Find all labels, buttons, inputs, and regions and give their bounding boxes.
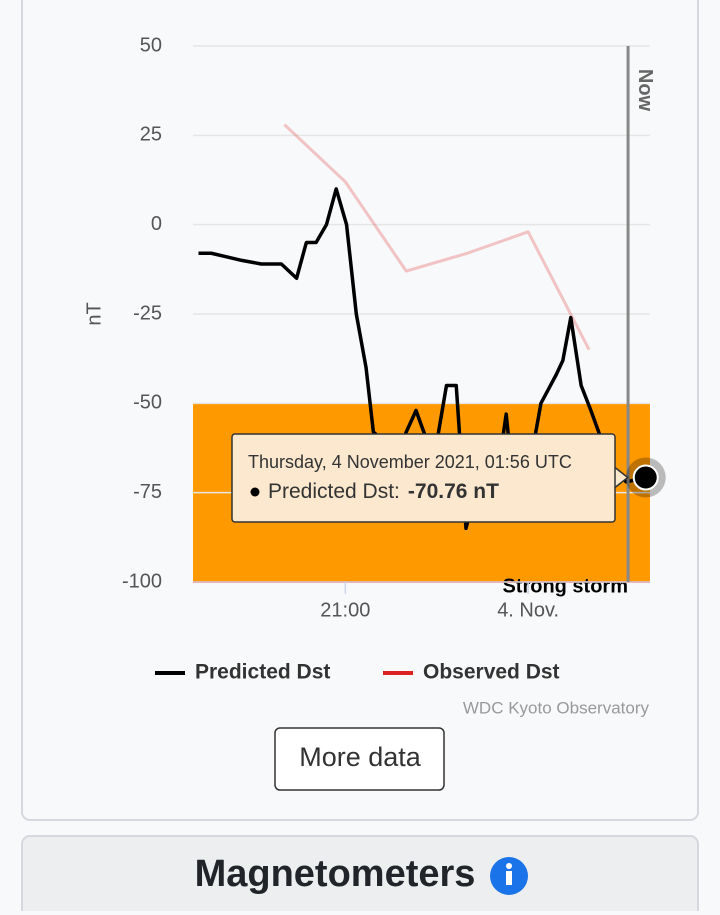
y-tick-label: 50 [140, 34, 162, 56]
section-card [21, 835, 699, 915]
tooltip-pointer [614, 466, 629, 489]
more-data-button[interactable] [274, 727, 445, 791]
tooltip-bullet [250, 487, 260, 497]
tooltip-value: -70.76 nT [408, 480, 499, 503]
legend-label: Observed Dst [423, 661, 560, 684]
y-axis-title: nT [83, 302, 105, 325]
y-tick-label: -50 [133, 392, 162, 414]
x-tick-label: 4. Nov. [497, 599, 559, 621]
x-tick-label: 21:00 [320, 599, 370, 621]
y-tick-label: 0 [151, 213, 162, 235]
legend-label: Predicted Dst [195, 661, 330, 684]
info-icon-bar [506, 871, 512, 885]
series-line [283, 123, 591, 351]
y-tick-label: -75 [133, 481, 162, 503]
tooltip [231, 433, 616, 523]
tooltip-value-line: Predicted Dst: -70.76 nT [268, 480, 499, 503]
tooltip-series: Predicted Dst: [268, 480, 400, 503]
y-tick-label: -25 [133, 302, 162, 324]
hover-point [632, 464, 659, 491]
section-title: Magnetometers [195, 853, 476, 895]
button-label[interactable]: More data [299, 742, 422, 772]
band-label: Strong storm [502, 575, 628, 597]
tooltip-date: Thursday, 4 November 2021, 01:56 UTC [248, 452, 572, 472]
y-tick-label: 25 [140, 124, 162, 146]
info-icon-dot [506, 863, 512, 869]
now-label: Now [634, 69, 656, 112]
credits: WDC Kyoto Observatory [463, 698, 650, 717]
y-tick-label: -100 [122, 570, 162, 592]
plot: Moderate stormStrong storm50250-25-50-75… [122, 34, 666, 684]
